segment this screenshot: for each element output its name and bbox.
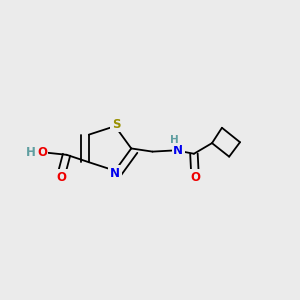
Text: O: O [56,171,66,184]
Text: N: N [173,144,183,157]
Text: H: H [170,135,179,145]
Text: O: O [37,146,47,159]
Text: H: H [26,146,35,159]
Text: N: N [110,167,120,180]
Text: S: S [112,118,121,131]
Text: O: O [190,171,200,184]
